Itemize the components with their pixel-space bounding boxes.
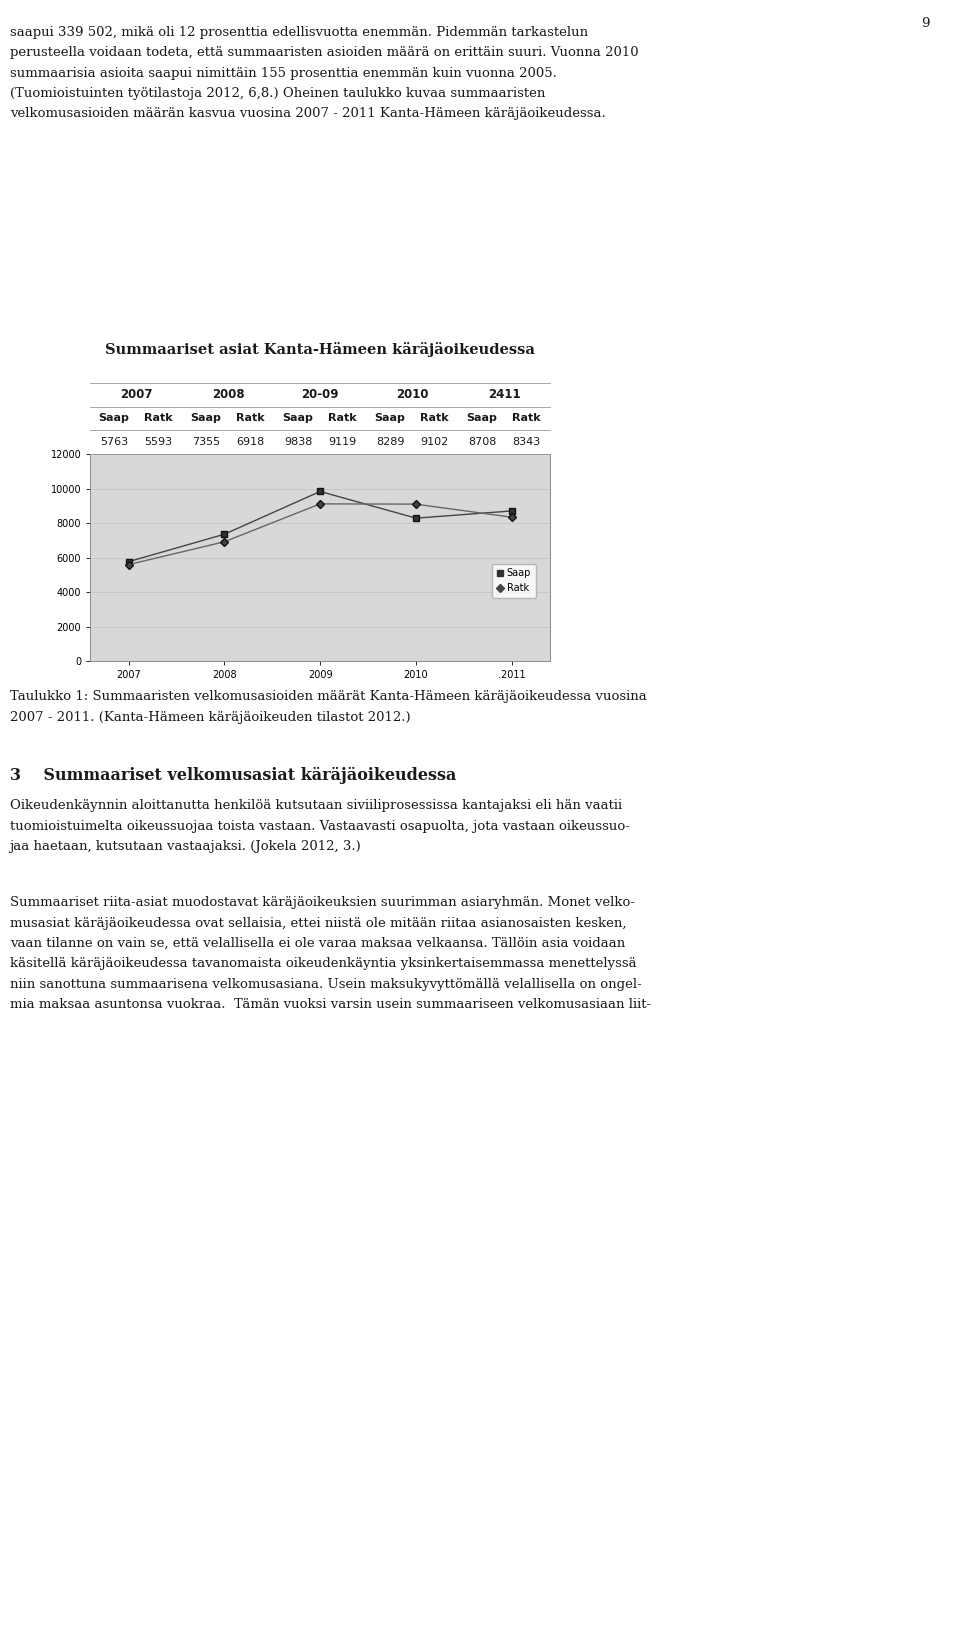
Text: Saap: Saap — [374, 414, 405, 423]
Text: Summaariset riita-asiat muodostavat käräjäoikeuksien suurimman asiaryhmän. Monet: Summaariset riita-asiat muodostavat kärä… — [10, 897, 635, 908]
Text: summaarisia asioita saapui nimittäin 155 prosenttia enemmän kuin vuonna 2005.: summaarisia asioita saapui nimittäin 155… — [10, 67, 557, 80]
Text: 8708: 8708 — [468, 436, 496, 448]
Text: 2411: 2411 — [488, 389, 520, 400]
Text: Ratk: Ratk — [328, 414, 356, 423]
Text: (Tuomioistuinten työtilastoja 2012, 6,8.) Oheinen taulukko kuvaa summaaristen: (Tuomioistuinten työtilastoja 2012, 6,8.… — [10, 86, 545, 99]
Text: musasiat käräjäoikeudessa ovat sellaisia, ettei niistä ole mitään riitaa asianos: musasiat käräjäoikeudessa ovat sellaisia… — [10, 917, 626, 930]
Text: Oikeudenkäynnin aloittanutta henkilöä kutsutaan siviiliprosessissa kantajaksi el: Oikeudenkäynnin aloittanutta henkilöä ku… — [10, 799, 622, 812]
Line: Saap: Saap — [125, 488, 516, 565]
Text: 2007: 2007 — [120, 389, 153, 400]
Text: velkomusasioiden määrän kasvua vuosina 2007 - 2011 Kanta-Hämeen käräjäoikeudessa: velkomusasioiden määrän kasvua vuosina 2… — [10, 107, 606, 120]
Text: Saap: Saap — [191, 414, 222, 423]
Text: Ratk: Ratk — [512, 414, 540, 423]
Saap — [410, 508, 421, 527]
Text: 8289: 8289 — [375, 436, 404, 448]
Saap — [123, 552, 134, 571]
Text: vaan tilanne on vain se, että velallisella ei ole varaa maksaa velkaansa. Tällöi: vaan tilanne on vain se, että velallisel… — [10, 938, 625, 949]
Text: saapui 339 502, mikä oli 12 prosenttia edellisvuotta enemmän. Pidemmän tarkastel: saapui 339 502, mikä oli 12 prosenttia e… — [10, 26, 588, 39]
Text: Summaariset asiat Kanta-Hämeen käräjäoikeudessa: Summaariset asiat Kanta-Hämeen käräjäoik… — [106, 342, 535, 357]
Legend: Saap, Ratk: Saap, Ratk — [492, 563, 536, 597]
Line: Ratk: Ratk — [126, 501, 515, 568]
Text: 7355: 7355 — [192, 436, 220, 448]
Text: 2010: 2010 — [396, 389, 428, 400]
Text: 5763: 5763 — [100, 436, 129, 448]
Text: Ratk: Ratk — [144, 414, 173, 423]
Text: 3    Summaariset velkomusasiat käräjäoikeudessa: 3 Summaariset velkomusasiat käräjäoikeud… — [10, 767, 456, 785]
Text: perusteella voidaan todeta, että summaaristen asioiden määrä on erittäin suuri. : perusteella voidaan todeta, että summaar… — [10, 46, 638, 59]
Ratk — [410, 495, 421, 514]
Ratk — [314, 493, 325, 513]
Saap — [506, 501, 517, 521]
Ratk — [123, 555, 134, 575]
Saap — [314, 482, 325, 501]
Text: Saap: Saap — [99, 414, 130, 423]
Text: 20-09: 20-09 — [301, 389, 339, 400]
Text: Saap: Saap — [282, 414, 314, 423]
Text: käsitellä käräjäoikeudessa tavanomaista oikeudenkäyntia yksinkertaisemmassa mene: käsitellä käräjäoikeudessa tavanomaista … — [10, 957, 636, 970]
Text: jaa haetaan, kutsutaan vastaajaksi. (Jokela 2012, 3.): jaa haetaan, kutsutaan vastaajaksi. (Jok… — [10, 840, 361, 853]
Text: 2008: 2008 — [212, 389, 245, 400]
Text: 9: 9 — [921, 16, 929, 29]
Ratk — [219, 532, 230, 552]
Text: Saap: Saap — [467, 414, 497, 423]
Text: niin sanottuna summaarisena velkomusasiana. Usein maksukyvyttömällä velallisella: niin sanottuna summaarisena velkomusasia… — [10, 977, 641, 990]
Saap — [219, 524, 230, 544]
Text: Ratk: Ratk — [420, 414, 448, 423]
Text: 9102: 9102 — [420, 436, 448, 448]
Ratk — [506, 508, 517, 527]
Text: 8343: 8343 — [512, 436, 540, 448]
Text: Ratk: Ratk — [236, 414, 265, 423]
Text: mia maksaa asuntonsa vuokraa.  Tämän vuoksi varsin usein summaariseen velkomusas: mia maksaa asuntonsa vuokraa. Tämän vuok… — [10, 998, 651, 1011]
Text: 5593: 5593 — [144, 436, 173, 448]
Text: 9838: 9838 — [284, 436, 312, 448]
Text: 6918: 6918 — [236, 436, 264, 448]
Text: tuomioistuimelta oikeussuojaa toista vastaan. Vastaavasti osapuolta, jota vastaa: tuomioistuimelta oikeussuojaa toista vas… — [10, 821, 630, 832]
Text: 2007 - 2011. (Kanta-Hämeen käräjäoikeuden tilastot 2012.): 2007 - 2011. (Kanta-Hämeen käräjäoikeude… — [10, 710, 410, 723]
Text: Taulukko 1: Summaaristen velkomusasioiden määrät Kanta-Hämeen käräjäoikeudessa v: Taulukko 1: Summaaristen velkomusasioide… — [10, 690, 646, 703]
Text: 9119: 9119 — [328, 436, 356, 448]
